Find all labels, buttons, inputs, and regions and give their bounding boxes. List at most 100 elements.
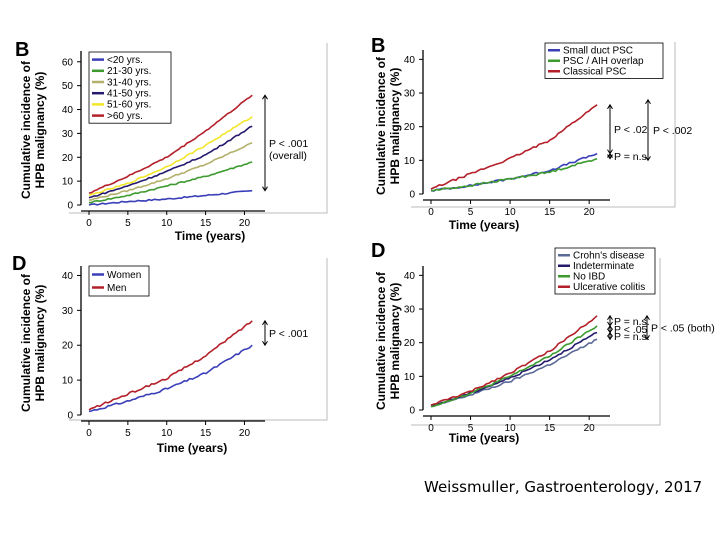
panel-frame [69, 43, 328, 214]
annotation-arrowheads [607, 331, 613, 341]
panel-letter: B [371, 35, 385, 57]
annotation-label: P < .02 [614, 124, 648, 136]
y-axis-label: Cumulative incidence ofHPB malignancy (%… [374, 56, 402, 195]
y-tick-label: 30 [62, 129, 74, 140]
y-tick-label: 40 [62, 105, 74, 116]
y-axis-label-line: Cumulative incidence of [19, 60, 33, 199]
x-tick-label: 15 [544, 207, 556, 218]
y-axis-label-line: Cumulative incidence of [374, 56, 388, 195]
x-tick-label: 20 [584, 207, 596, 218]
series-line-2 [430, 104, 598, 190]
y-tick-label: 10 [404, 156, 416, 167]
series-line-4 [88, 116, 253, 197]
series-line-0 [430, 152, 598, 192]
y-axis-label: Cumulative incidence ofHPB malignancy (%… [19, 273, 47, 412]
x-axis-label: Time (years) [449, 431, 519, 445]
y-tick-label: 10 [62, 376, 74, 387]
x-tick-label: 20 [239, 428, 251, 439]
legend-entry: Small duct PSC [563, 46, 633, 57]
legend-entry: Ulcerative colitis [573, 282, 645, 293]
legend-entry: Classical PSC [563, 67, 626, 78]
legend-box [554, 247, 656, 295]
annotation-label: P = n.s. [614, 331, 650, 343]
y-axis-label-line: HPB malignancy (%) [33, 285, 47, 402]
x-tick-label: 5 [468, 423, 474, 434]
x-tick-label: 20 [584, 423, 596, 434]
series-line-1 [430, 157, 598, 192]
y-axis-label-line: HPB malignancy (%) [33, 72, 47, 189]
panel-letter: B [15, 39, 29, 61]
x-tick-label: 0 [428, 423, 434, 434]
legend-box [88, 51, 172, 124]
legend-entry: PSC / AIH overlap [563, 56, 644, 67]
annotation-arrowheads [645, 98, 651, 162]
annotation-label: P < .002 [653, 125, 692, 137]
x-tick-label: 10 [161, 428, 173, 439]
y-axis-label-line: HPB malignancy (%) [388, 283, 402, 400]
legend-entry: Women [107, 270, 141, 281]
y-tick-label: 0 [409, 406, 415, 417]
y-tick-label: 50 [62, 81, 74, 92]
y-tick-label: 10 [62, 177, 74, 188]
y-tick-label: 40 [62, 271, 74, 282]
series-line-2 [88, 142, 253, 201]
x-axis-label: Time (years) [157, 441, 227, 455]
x-tick-label: 10 [505, 207, 517, 218]
x-tick-label: 10 [505, 423, 517, 434]
annotation-label: P < .001 [269, 138, 308, 150]
x-axis-label: Time (years) [449, 218, 519, 232]
x-tick-label: 0 [86, 428, 92, 439]
y-axis-label-line: HPB malignancy (%) [388, 68, 402, 185]
annotation-arrowheads [644, 314, 650, 341]
legend-entry: 51-60 yrs. [107, 100, 151, 111]
legend: Women Men [88, 265, 150, 297]
x-tick-label: 10 [161, 218, 173, 229]
series-line-3 [88, 125, 253, 199]
legend-entry: Crohn's disease [573, 251, 645, 262]
y-tick-label: 20 [404, 338, 416, 349]
x-tick-label: 5 [468, 207, 474, 218]
y-axis-label: Cumulative incidence ofHPB malignancy (%… [19, 60, 47, 199]
series-line-0 [88, 189, 253, 206]
legend-entry: No IBD [573, 272, 605, 283]
x-tick-label: 0 [428, 207, 434, 218]
annotation-label: P < .05 [614, 324, 648, 336]
annotation-label: P = n.s. [614, 151, 650, 163]
legend-entry: Indeterminate [573, 261, 635, 272]
x-tick-label: 5 [125, 428, 131, 439]
panel-frame [411, 42, 676, 208]
y-axis-label-line: Cumulative incidence of [374, 271, 388, 410]
y-tick-label: 0 [67, 201, 73, 212]
chart-panel-ibd: D Cumulative incidence ofHPB malignancy (… [371, 240, 715, 445]
legend-entry: Men [107, 283, 126, 294]
y-tick-label: 30 [404, 89, 416, 100]
panel-frame [69, 258, 328, 421]
annotation-label: P < .05 (both) [651, 323, 715, 335]
annotation-label-sub: (overall) [269, 150, 307, 162]
x-tick-label: 15 [200, 428, 212, 439]
panel-frame [411, 258, 661, 426]
legend-box [88, 265, 150, 297]
y-tick-label: 0 [409, 190, 415, 201]
y-tick-label: 20 [62, 153, 74, 164]
x-tick-label: 20 [239, 218, 251, 229]
y-tick-label: 30 [404, 305, 416, 316]
x-tick-label: 5 [125, 218, 131, 229]
annotation-label: P < .001 [269, 328, 308, 340]
annotation-arrowheads [262, 94, 268, 192]
series-line-2 [430, 325, 598, 408]
x-tick-label: 0 [86, 218, 92, 229]
legend-entry: 21-30 yrs. [107, 66, 151, 77]
y-tick-label: 30 [62, 306, 74, 317]
y-tick-label: 10 [404, 372, 416, 383]
x-axis-label: Time (years) [175, 229, 245, 243]
y-tick-label: 40 [404, 55, 416, 66]
series-line-0 [88, 344, 253, 413]
legend-entry: 31-40 yrs. [107, 77, 151, 88]
figure-caption: Weissmuller, Gastroenterology, 2017 [424, 478, 703, 496]
series-line-1 [88, 320, 253, 411]
